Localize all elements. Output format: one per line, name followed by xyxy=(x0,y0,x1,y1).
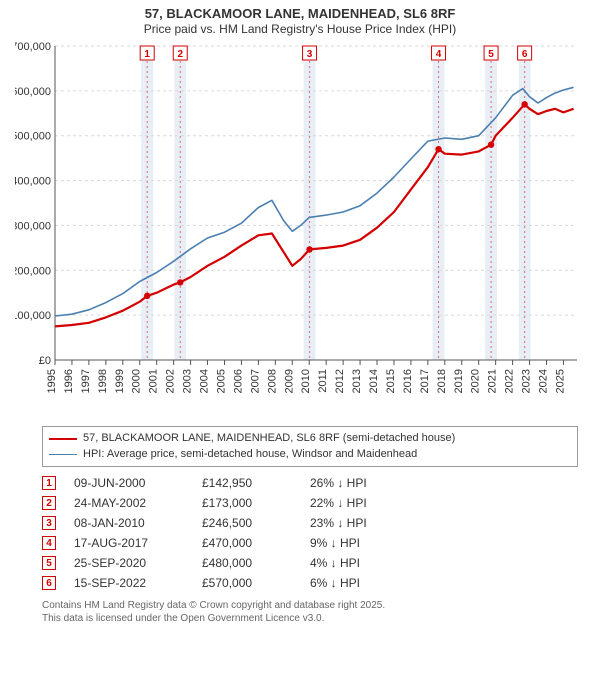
legend-label: 57, BLACKAMOOR LANE, MAIDENHEAD, SL6 8RF… xyxy=(83,431,455,446)
svg-text:2016: 2016 xyxy=(402,369,414,393)
legend-swatch xyxy=(49,438,77,440)
svg-text:2007: 2007 xyxy=(249,369,261,393)
svg-text:2018: 2018 xyxy=(436,369,448,393)
table-row: 3 08-JAN-2010 £246,500 23% ↓ HPI xyxy=(42,513,578,533)
legend-swatch xyxy=(49,454,77,455)
svg-text:£700,000: £700,000 xyxy=(15,41,51,53)
transactions-table: 1 09-JUN-2000 £142,950 26% ↓ HPI 2 24-MAY-200… xyxy=(42,473,578,593)
txn-date: 15-SEP-2022 xyxy=(74,576,184,590)
svg-text:1996: 1996 xyxy=(63,369,75,393)
legend-label: HPI: Average price, semi-detached house,… xyxy=(83,447,417,462)
svg-text:2001: 2001 xyxy=(148,369,160,393)
table-row: 2 24-MAY-2002 £173,000 22% ↓ HPI xyxy=(42,493,578,513)
svg-text:2008: 2008 xyxy=(266,369,278,393)
svg-text:2013: 2013 xyxy=(351,369,363,393)
legend: 57, BLACKAMOOR LANE, MAIDENHEAD, SL6 8RF… xyxy=(42,426,578,467)
txn-diff: 23% ↓ HPI xyxy=(310,516,400,530)
txn-date: 17-AUG-2017 xyxy=(74,536,184,550)
txn-price: £570,000 xyxy=(202,576,292,590)
svg-text:2019: 2019 xyxy=(453,369,465,393)
txn-marker: 5 xyxy=(42,556,56,570)
txn-diff: 4% ↓ HPI xyxy=(310,556,400,570)
svg-text:2000: 2000 xyxy=(131,369,143,393)
svg-text:2005: 2005 xyxy=(215,369,227,393)
svg-text:2024: 2024 xyxy=(537,369,549,393)
svg-text:£200,000: £200,000 xyxy=(15,266,51,278)
txn-diff: 9% ↓ HPI xyxy=(310,536,400,550)
txn-date: 24-MAY-2002 xyxy=(74,496,184,510)
svg-text:2025: 2025 xyxy=(554,369,566,393)
svg-text:1995: 1995 xyxy=(46,369,58,393)
svg-text:2014: 2014 xyxy=(368,369,380,393)
page-title: 57, BLACKAMOOR LANE, MAIDENHEAD, SL6 8RF xyxy=(0,0,600,22)
svg-text:2012: 2012 xyxy=(334,369,346,393)
footer-line-1: Contains HM Land Registry data © Crown c… xyxy=(42,599,578,612)
svg-text:£100,000: £100,000 xyxy=(15,310,51,322)
svg-text:1999: 1999 xyxy=(114,369,126,393)
svg-text:2017: 2017 xyxy=(419,369,431,393)
svg-text:6: 6 xyxy=(522,49,528,60)
svg-text:2023: 2023 xyxy=(521,369,533,393)
svg-text:£500,000: £500,000 xyxy=(15,131,51,143)
table-row: 4 17-AUG-2017 £470,000 9% ↓ HPI xyxy=(42,533,578,553)
txn-date: 25-SEP-2020 xyxy=(74,556,184,570)
page-subtitle: Price paid vs. HM Land Registry's House … xyxy=(0,22,600,40)
svg-text:3: 3 xyxy=(307,49,313,60)
txn-marker: 6 xyxy=(42,576,56,590)
svg-text:£600,000: £600,000 xyxy=(15,86,51,98)
table-row: 5 25-SEP-2020 £480,000 4% ↓ HPI xyxy=(42,553,578,573)
txn-price: £470,000 xyxy=(202,536,292,550)
svg-text:2002: 2002 xyxy=(165,369,177,393)
svg-text:1998: 1998 xyxy=(97,369,109,393)
txn-price: £173,000 xyxy=(202,496,292,510)
table-row: 6 15-SEP-2022 £570,000 6% ↓ HPI xyxy=(42,573,578,593)
txn-diff: 22% ↓ HPI xyxy=(310,496,400,510)
svg-text:2003: 2003 xyxy=(182,369,194,393)
svg-text:2004: 2004 xyxy=(199,369,211,393)
txn-marker: 1 xyxy=(42,476,56,490)
svg-text:2: 2 xyxy=(177,49,183,60)
footer-attribution: Contains HM Land Registry data © Crown c… xyxy=(42,599,578,625)
txn-marker: 4 xyxy=(42,536,56,550)
svg-text:£300,000: £300,000 xyxy=(15,221,51,233)
svg-text:2009: 2009 xyxy=(283,369,295,393)
svg-text:1997: 1997 xyxy=(80,369,92,393)
txn-price: £142,950 xyxy=(202,476,292,490)
txn-date: 08-JAN-2010 xyxy=(74,516,184,530)
svg-text:£0: £0 xyxy=(39,355,51,367)
svg-text:2010: 2010 xyxy=(300,369,312,393)
svg-text:2006: 2006 xyxy=(232,369,244,393)
svg-text:£400,000: £400,000 xyxy=(15,176,51,188)
svg-text:4: 4 xyxy=(436,49,442,60)
svg-text:2020: 2020 xyxy=(470,369,482,393)
table-row: 1 09-JUN-2000 £142,950 26% ↓ HPI xyxy=(42,473,578,493)
txn-diff: 6% ↓ HPI xyxy=(310,576,400,590)
svg-text:2021: 2021 xyxy=(487,369,499,393)
txn-marker: 2 xyxy=(42,496,56,510)
svg-text:1: 1 xyxy=(144,49,150,60)
price-chart: £0 £100,000 £200,000 £300,000 £400,000 £500,0… xyxy=(15,40,585,420)
svg-text:2015: 2015 xyxy=(385,369,397,393)
txn-price: £480,000 xyxy=(202,556,292,570)
legend-item: HPI: Average price, semi-detached house,… xyxy=(49,447,571,462)
footer-line-2: This data is licensed under the Open Gov… xyxy=(42,612,578,625)
svg-text:2022: 2022 xyxy=(504,369,516,393)
txn-marker: 3 xyxy=(42,516,56,530)
svg-text:5: 5 xyxy=(488,49,494,60)
txn-date: 09-JUN-2000 xyxy=(74,476,184,490)
legend-item: 57, BLACKAMOOR LANE, MAIDENHEAD, SL6 8RF… xyxy=(49,431,571,446)
txn-diff: 26% ↓ HPI xyxy=(310,476,400,490)
svg-text:2011: 2011 xyxy=(317,369,329,393)
txn-price: £246,500 xyxy=(202,516,292,530)
